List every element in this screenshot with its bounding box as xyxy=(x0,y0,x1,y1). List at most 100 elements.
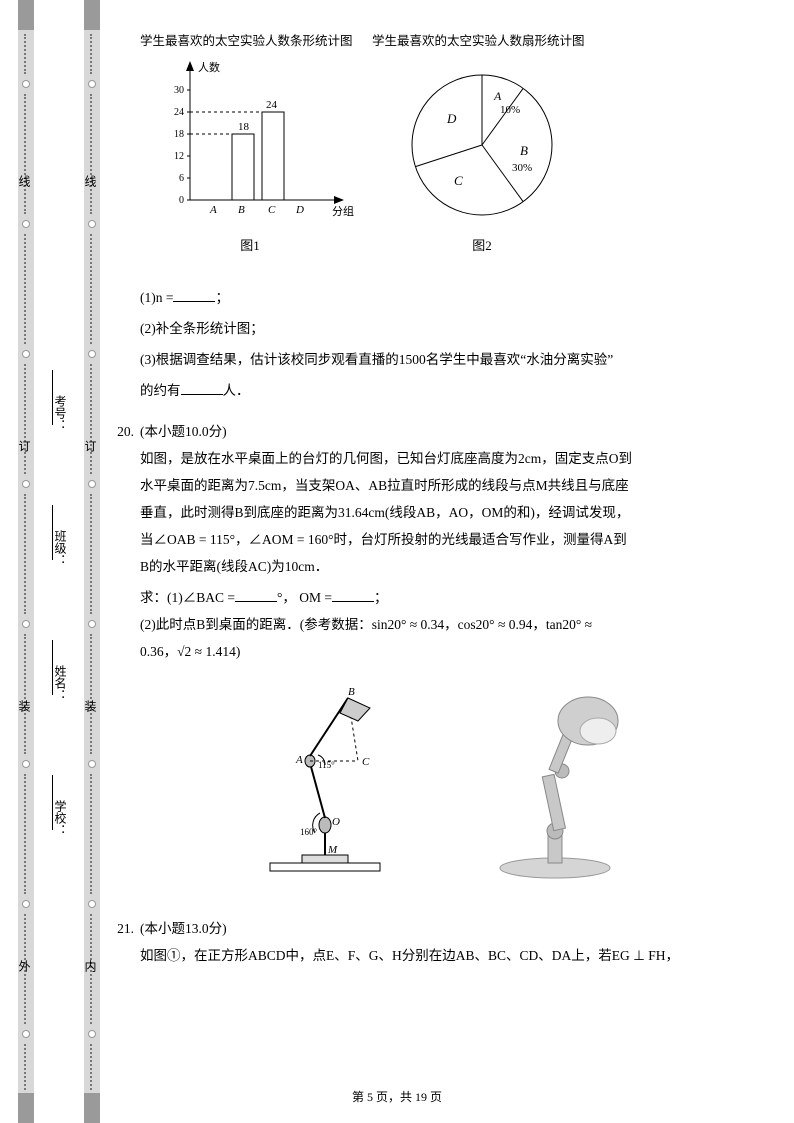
svg-text:D: D xyxy=(446,111,457,126)
q20-ask2b: 0.36，√2 ≈ 1.414) xyxy=(140,638,740,665)
svg-text:0: 0 xyxy=(179,195,184,206)
svg-text:M: M xyxy=(327,844,338,856)
binding-hole xyxy=(22,900,30,908)
page-footer: 第 5 页，共 19 页 xyxy=(0,1088,794,1105)
binding-hole xyxy=(88,760,96,768)
blank xyxy=(181,381,223,395)
binding-label: 订 xyxy=(85,440,99,452)
binding-hole xyxy=(88,620,96,628)
svg-text:C: C xyxy=(362,756,370,768)
q19-3b: 的约有人． xyxy=(140,377,740,404)
binding-dots xyxy=(90,234,94,344)
svg-text:18: 18 xyxy=(238,121,250,133)
svg-text:A: A xyxy=(209,204,217,216)
binding-dots xyxy=(90,94,94,214)
binding-dots xyxy=(90,634,94,754)
binding-hole xyxy=(88,480,96,488)
svg-text:B: B xyxy=(520,143,528,158)
svg-text:115°: 115° xyxy=(318,760,335,770)
q21-body: (本小题13.0分) 如图①，在正方形ABCD中，点E、F、G、H分别在边AB、… xyxy=(140,915,740,969)
charts-row: 学生最喜欢的太空实验人数条形统计图 人数 分组 0 6 12 18 24 30 xyxy=(140,30,740,254)
blank xyxy=(173,288,215,302)
q20-ask2: (2)此时点B到桌面的距离．(参考数据：sin20° ≈ 0.34，cos20°… xyxy=(140,611,740,638)
q20-p2: 水平桌面的距离为7.5cm，当支架OA、AB拉直时所形成的线段与点M共线且与底座 xyxy=(140,472,740,499)
svg-text:O: O xyxy=(332,816,340,828)
binding-label: 装 xyxy=(85,700,99,712)
binding-cap-top xyxy=(84,0,100,30)
ylabel: 人数 xyxy=(198,61,220,74)
svg-text:C: C xyxy=(268,204,276,216)
q19-2: (2)补全条形统计图； xyxy=(140,315,740,342)
binding-dots xyxy=(90,364,94,474)
q21: 21. (本小题13.0分) 如图①，在正方形ABCD中，点E、F、G、H分别在… xyxy=(140,915,740,969)
svg-text:18: 18 xyxy=(174,129,184,140)
binding-label: 线 xyxy=(85,175,99,187)
question-list: (1)n =； (2)补全条形统计图； (3)根据调查结果，估计该校同步观看直播… xyxy=(140,284,740,969)
lamp-diagram: B A C O M 115° 160° xyxy=(240,683,410,883)
svg-text:D: D xyxy=(295,204,304,216)
form-line xyxy=(52,775,53,830)
binding-dots xyxy=(24,234,28,344)
q19-1: (1)n =； xyxy=(140,284,740,311)
binding-hole xyxy=(22,350,30,358)
blank xyxy=(235,588,277,602)
svg-text:A: A xyxy=(295,754,303,766)
q20-p3: 垂直，此时测得B到底座的距离为31.64cm(线段AB，AO，OM的和)，经调试… xyxy=(140,499,740,526)
svg-text:B: B xyxy=(348,686,355,698)
binding-dots xyxy=(24,364,28,474)
q19-3a: (3)根据调查结果，估计该校同步观看直播的1500名学生中最喜欢“水油分离实验” xyxy=(140,346,740,373)
q21-p1: 如图①，在正方形ABCD中，点E、F、G、H分别在边AB、BC、CD、DA上，若… xyxy=(140,942,740,969)
binding-dots xyxy=(24,494,28,614)
form-class: 班级： xyxy=(52,530,69,566)
q21-num: 21. xyxy=(110,915,140,969)
binding-hole xyxy=(88,350,96,358)
svg-text:B: B xyxy=(238,204,245,216)
q20-p4: 当∠OAB = 115°，∠AOM = 160°时，台灯所投射的光线最适合写作业… xyxy=(140,526,740,553)
svg-text:30: 30 xyxy=(174,85,184,96)
binding-label: 外 xyxy=(19,960,33,972)
pie-chart-box: 学生最喜欢的太空实验人数扇形统计图 A 10% B 30% C D 图2 xyxy=(372,30,592,254)
q20-pts: (本小题10.0分) xyxy=(140,418,740,445)
blank xyxy=(332,588,374,602)
binding-dots xyxy=(24,634,28,754)
binding-outer: 线订装外 xyxy=(12,0,40,1123)
binding-inner: 线订装内 xyxy=(78,0,106,1123)
form-examno: 考号： xyxy=(52,395,69,431)
lamp-figures: B A C O M 115° 160° xyxy=(140,683,740,883)
q20-ask1: 求：(1)∠BAC =°， OM =； xyxy=(140,584,740,611)
bar-chart-title: 学生最喜欢的太空实验人数条形统计图 xyxy=(140,30,360,49)
binding-hole xyxy=(22,80,30,88)
svg-text:12: 12 xyxy=(174,151,184,162)
q20-body: (本小题10.0分) 如图，是放在水平桌面上的台灯的几何图，已知台灯底座高度为2… xyxy=(140,418,740,901)
binding-hole xyxy=(88,900,96,908)
form-column: 考号： 班级： 姓名： 学校： xyxy=(52,0,70,1123)
q21-pts: (本小题13.0分) xyxy=(140,915,740,942)
svg-text:A: A xyxy=(493,89,502,103)
binding-hole xyxy=(22,1030,30,1038)
lamp-photo xyxy=(470,683,640,883)
binding-hole xyxy=(88,80,96,88)
pie-caption: 图2 xyxy=(372,235,592,254)
binding-label: 线 xyxy=(19,175,33,187)
svg-text:30%: 30% xyxy=(512,162,532,174)
q20-p5: B的水平距离(线段AC)为10cm． xyxy=(140,553,740,580)
q20-num: 20. xyxy=(110,418,140,901)
content: 学生最喜欢的太空实验人数条形统计图 人数 分组 0 6 12 18 24 30 xyxy=(140,30,740,969)
form-name: 姓名： xyxy=(52,665,69,701)
bar-chart-box: 学生最喜欢的太空实验人数条形统计图 人数 分组 0 6 12 18 24 30 xyxy=(140,30,360,254)
binding-dots xyxy=(24,94,28,214)
pie-chart: A 10% B 30% C D xyxy=(372,55,592,225)
binding-dots xyxy=(90,494,94,614)
binding-hole xyxy=(22,620,30,628)
form-school: 学校： xyxy=(52,800,69,836)
binding-label: 装 xyxy=(19,700,33,712)
form-line xyxy=(52,640,53,695)
svg-text:10%: 10% xyxy=(500,104,520,116)
binding-hole xyxy=(22,220,30,228)
binding-hole xyxy=(22,760,30,768)
xlabel: 分组 xyxy=(332,204,354,218)
svg-text:6: 6 xyxy=(179,173,184,184)
binding-cap-top xyxy=(18,0,34,30)
form-line xyxy=(52,370,53,425)
binding-label: 内 xyxy=(85,960,99,972)
